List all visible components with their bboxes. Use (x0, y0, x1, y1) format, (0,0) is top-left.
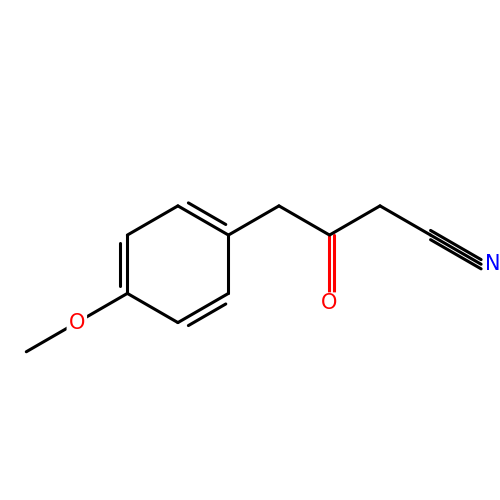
Text: N: N (484, 254, 500, 274)
Text: O: O (322, 294, 338, 314)
Text: O: O (68, 312, 85, 332)
